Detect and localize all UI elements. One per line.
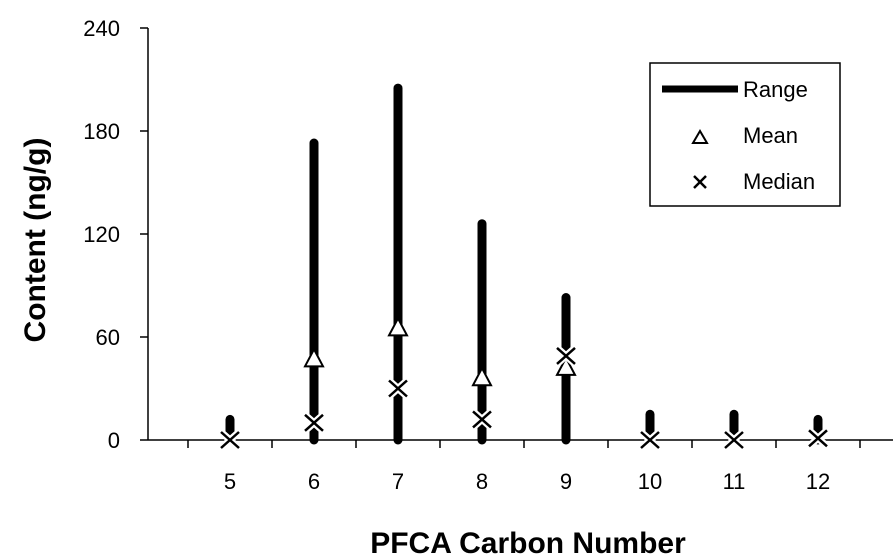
axes: 0 60 120 180 240 5 6 7 8 9 10 11 12 [83, 16, 893, 494]
median-marker [302, 412, 326, 434]
legend: Range Mean Median [649, 62, 841, 207]
x-axis-title: PFCA Carbon Number [370, 527, 686, 558]
y-axis-title: Content (ng/g) [19, 138, 52, 343]
median-marker [218, 429, 242, 451]
chart-marks [218, 83, 830, 451]
x-tick-label: 7 [392, 469, 404, 494]
y-tick-label: 240 [83, 16, 120, 41]
x-tick-label: 8 [476, 469, 488, 494]
x-tick-label: 11 [723, 469, 746, 494]
legend-median-swatch [693, 175, 707, 189]
x-tick-label: 12 [806, 469, 830, 494]
median-marker [386, 377, 410, 400]
median-marker [554, 345, 578, 367]
legend-mean-swatch [691, 129, 709, 144]
legend-mean-label: Mean [743, 123, 798, 148]
y-tick-label: 60 [96, 325, 120, 350]
legend-median-label: Median [743, 169, 815, 194]
y-tick-label: 0 [108, 428, 120, 453]
y-tick-label: 180 [83, 119, 120, 144]
x-tick-label: 5 [224, 469, 236, 494]
median-marker [722, 429, 746, 451]
mean-marker [555, 355, 577, 376]
median-marker [806, 427, 830, 449]
x-tick-label: 6 [308, 469, 320, 494]
legend-range-label: Range [743, 77, 808, 102]
mean-marker [387, 316, 409, 337]
mean-marker [471, 366, 493, 387]
median-marker [470, 408, 494, 431]
median-marker [638, 429, 662, 451]
x-tick-label: 9 [560, 469, 572, 494]
mean-marker [303, 347, 325, 368]
x-tick-label: 10 [638, 469, 662, 494]
y-tick-label: 120 [83, 222, 120, 247]
